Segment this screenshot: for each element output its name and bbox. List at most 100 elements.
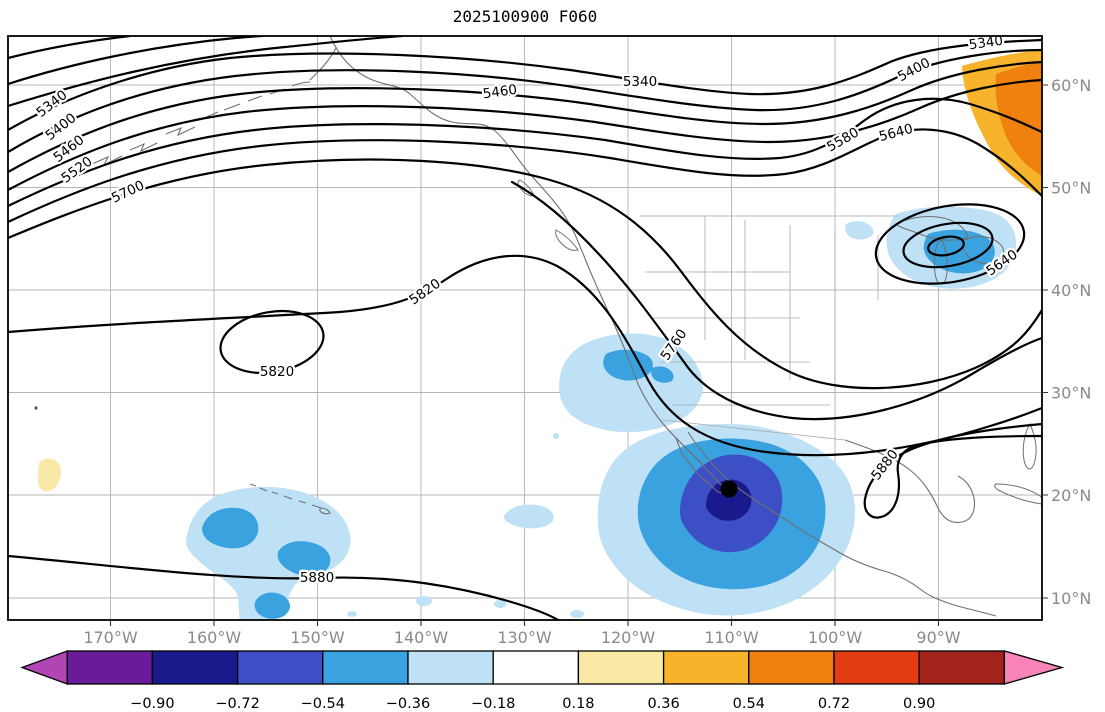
contour-cutoff-low-inner [927,235,965,257]
colorbar-segment [748,650,835,685]
colorbar-segment [918,650,1006,685]
contour-corner-3 [8,36,404,108]
lon-tick-label: 90°W [916,628,960,647]
latitude-axis-labels: 60°N 50°N 40°N 30°N 20°N 10°N [1051,76,1091,608]
colorbar-segment [322,650,409,685]
shade-neg-california-medium-2 [651,366,674,383]
shade-neg-california-medium [603,349,653,381]
colorbar-tick-label: 0.54 [733,696,765,712]
lon-ticks [109,620,940,626]
contour-5880-south [8,554,560,620]
contour-5520 [8,78,1042,192]
coastline-cuba [994,483,1042,505]
colorbar-tick-label: −0.36 [386,696,430,712]
colorbar-tick-label: 0.36 [647,696,679,712]
colorbar-tick-label: −0.90 [130,696,174,712]
colorbar-segment [151,650,239,685]
contour-5400 [8,48,1042,154]
colorbar-tick-label: 0.72 [818,696,850,712]
lon-tick-label: 100°W [808,628,863,647]
colorbar-segment [833,650,920,685]
colorbar-tick-labels: −0.90 −0.72 −0.54 −0.36 −0.18 0.18 0.36 … [130,696,935,712]
anomaly-shading [38,50,1042,620]
colorbar: −0.90 −0.72 −0.54 −0.36 −0.18 0.18 0.36 … [20,650,1065,712]
colorbar-arrow-right [1003,650,1065,685]
lon-tick-label: 160°W [187,628,242,647]
hawaiian-islands [249,483,331,515]
colorbar-segment [662,650,750,685]
shade-neg-speck-2 [416,596,432,606]
lon-tick-label: 150°W [290,628,345,647]
colorbar-segment [577,650,665,685]
coastline-alaska-westcoast [329,36,732,497]
vancouver-island [555,229,579,251]
shade-neg-speck-4 [570,610,584,618]
colorbar-segment [66,650,154,685]
contour-label: 5340 [623,74,657,90]
state-borders [645,216,879,406]
contour-label: 5640 [877,121,914,145]
coastline-gulf-of-mexico [844,439,976,524]
shade-pos-farwest [38,458,62,492]
lat-tick-label: 40°N [1051,281,1091,300]
colorbar-arrow-left [20,650,68,685]
small-island-dot [34,406,38,410]
contour-5700 [8,158,1042,390]
shade-pos-northeast-inner [995,62,1042,176]
graticule [8,36,1042,620]
shade-neg-hawaii-medium-2 [277,541,331,576]
contour-5640 [8,128,1042,224]
contour-5580 [8,97,1042,208]
contour-5880-mexico [863,422,1042,519]
longitude-axis-labels: 170°W 160°W 150°W 140°W 130°W 120°W 110°… [83,628,960,647]
colorbar-tick-label: −0.54 [301,696,345,712]
contour-label: 5400 [895,55,933,85]
colorbar-tick-label: 0.90 [903,696,935,712]
page-title: 2025100900 F060 [453,7,598,26]
colorbar-tick-label: 0.18 [562,696,594,712]
lon-tick-label: 130°W [497,628,552,647]
contour-label: 5820 [260,364,294,380]
contour-corner-1 [8,36,132,60]
colorbar-tick-label: −0.18 [471,696,515,712]
contour-cutoff-low-outer [874,203,1026,285]
lon-tick-label: 170°W [83,628,138,647]
location-marker-dot [720,480,738,498]
contour-5460 [8,60,1042,174]
contour-label: 5580 [824,124,862,155]
coastline-florida [1022,422,1037,470]
lon-tick-label: 140°W [394,628,449,647]
colorbar-segment [492,650,580,685]
contour-label: 5880 [300,570,334,586]
contour-5820 [8,254,1042,457]
lat-tick-label: 30°N [1051,384,1091,403]
axis-ticks [109,84,1048,626]
haida-gwaii [517,179,535,197]
shade-neg-hawaii-medium-3 [254,592,290,619]
contour-5340 [8,38,1042,132]
contour-label: 5820 [406,276,443,309]
colorbar-tick-label: −0.72 [215,696,259,712]
shade-neg-speck-5 [347,611,357,617]
shade-neg-speck-3 [494,600,506,608]
lat-tick-label: 20°N [1051,486,1091,505]
lat-tick-label: 50°N [1051,179,1091,198]
height-contours [8,36,1042,620]
border-us-mexico [661,419,846,441]
shade-neg-hawaii-medium-1 [202,507,259,549]
lat-tick-label: 60°N [1051,76,1091,95]
contour-cutoff-low-middle [902,221,994,269]
plot-frame [7,35,1043,621]
contour-label: 5700 [109,177,147,206]
lat-ticks [1042,84,1048,599]
political-borders [640,215,898,441]
shade-neg-greatlakes-small [845,221,874,240]
shade-neg-speck-1 [553,433,559,439]
lat-tick-label: 10°N [1051,589,1091,608]
lon-tick-label: 110°W [704,628,759,647]
contour-5820-closed [219,310,325,374]
colorbar-segment [407,650,494,685]
contour-label: 5460 [482,82,518,103]
